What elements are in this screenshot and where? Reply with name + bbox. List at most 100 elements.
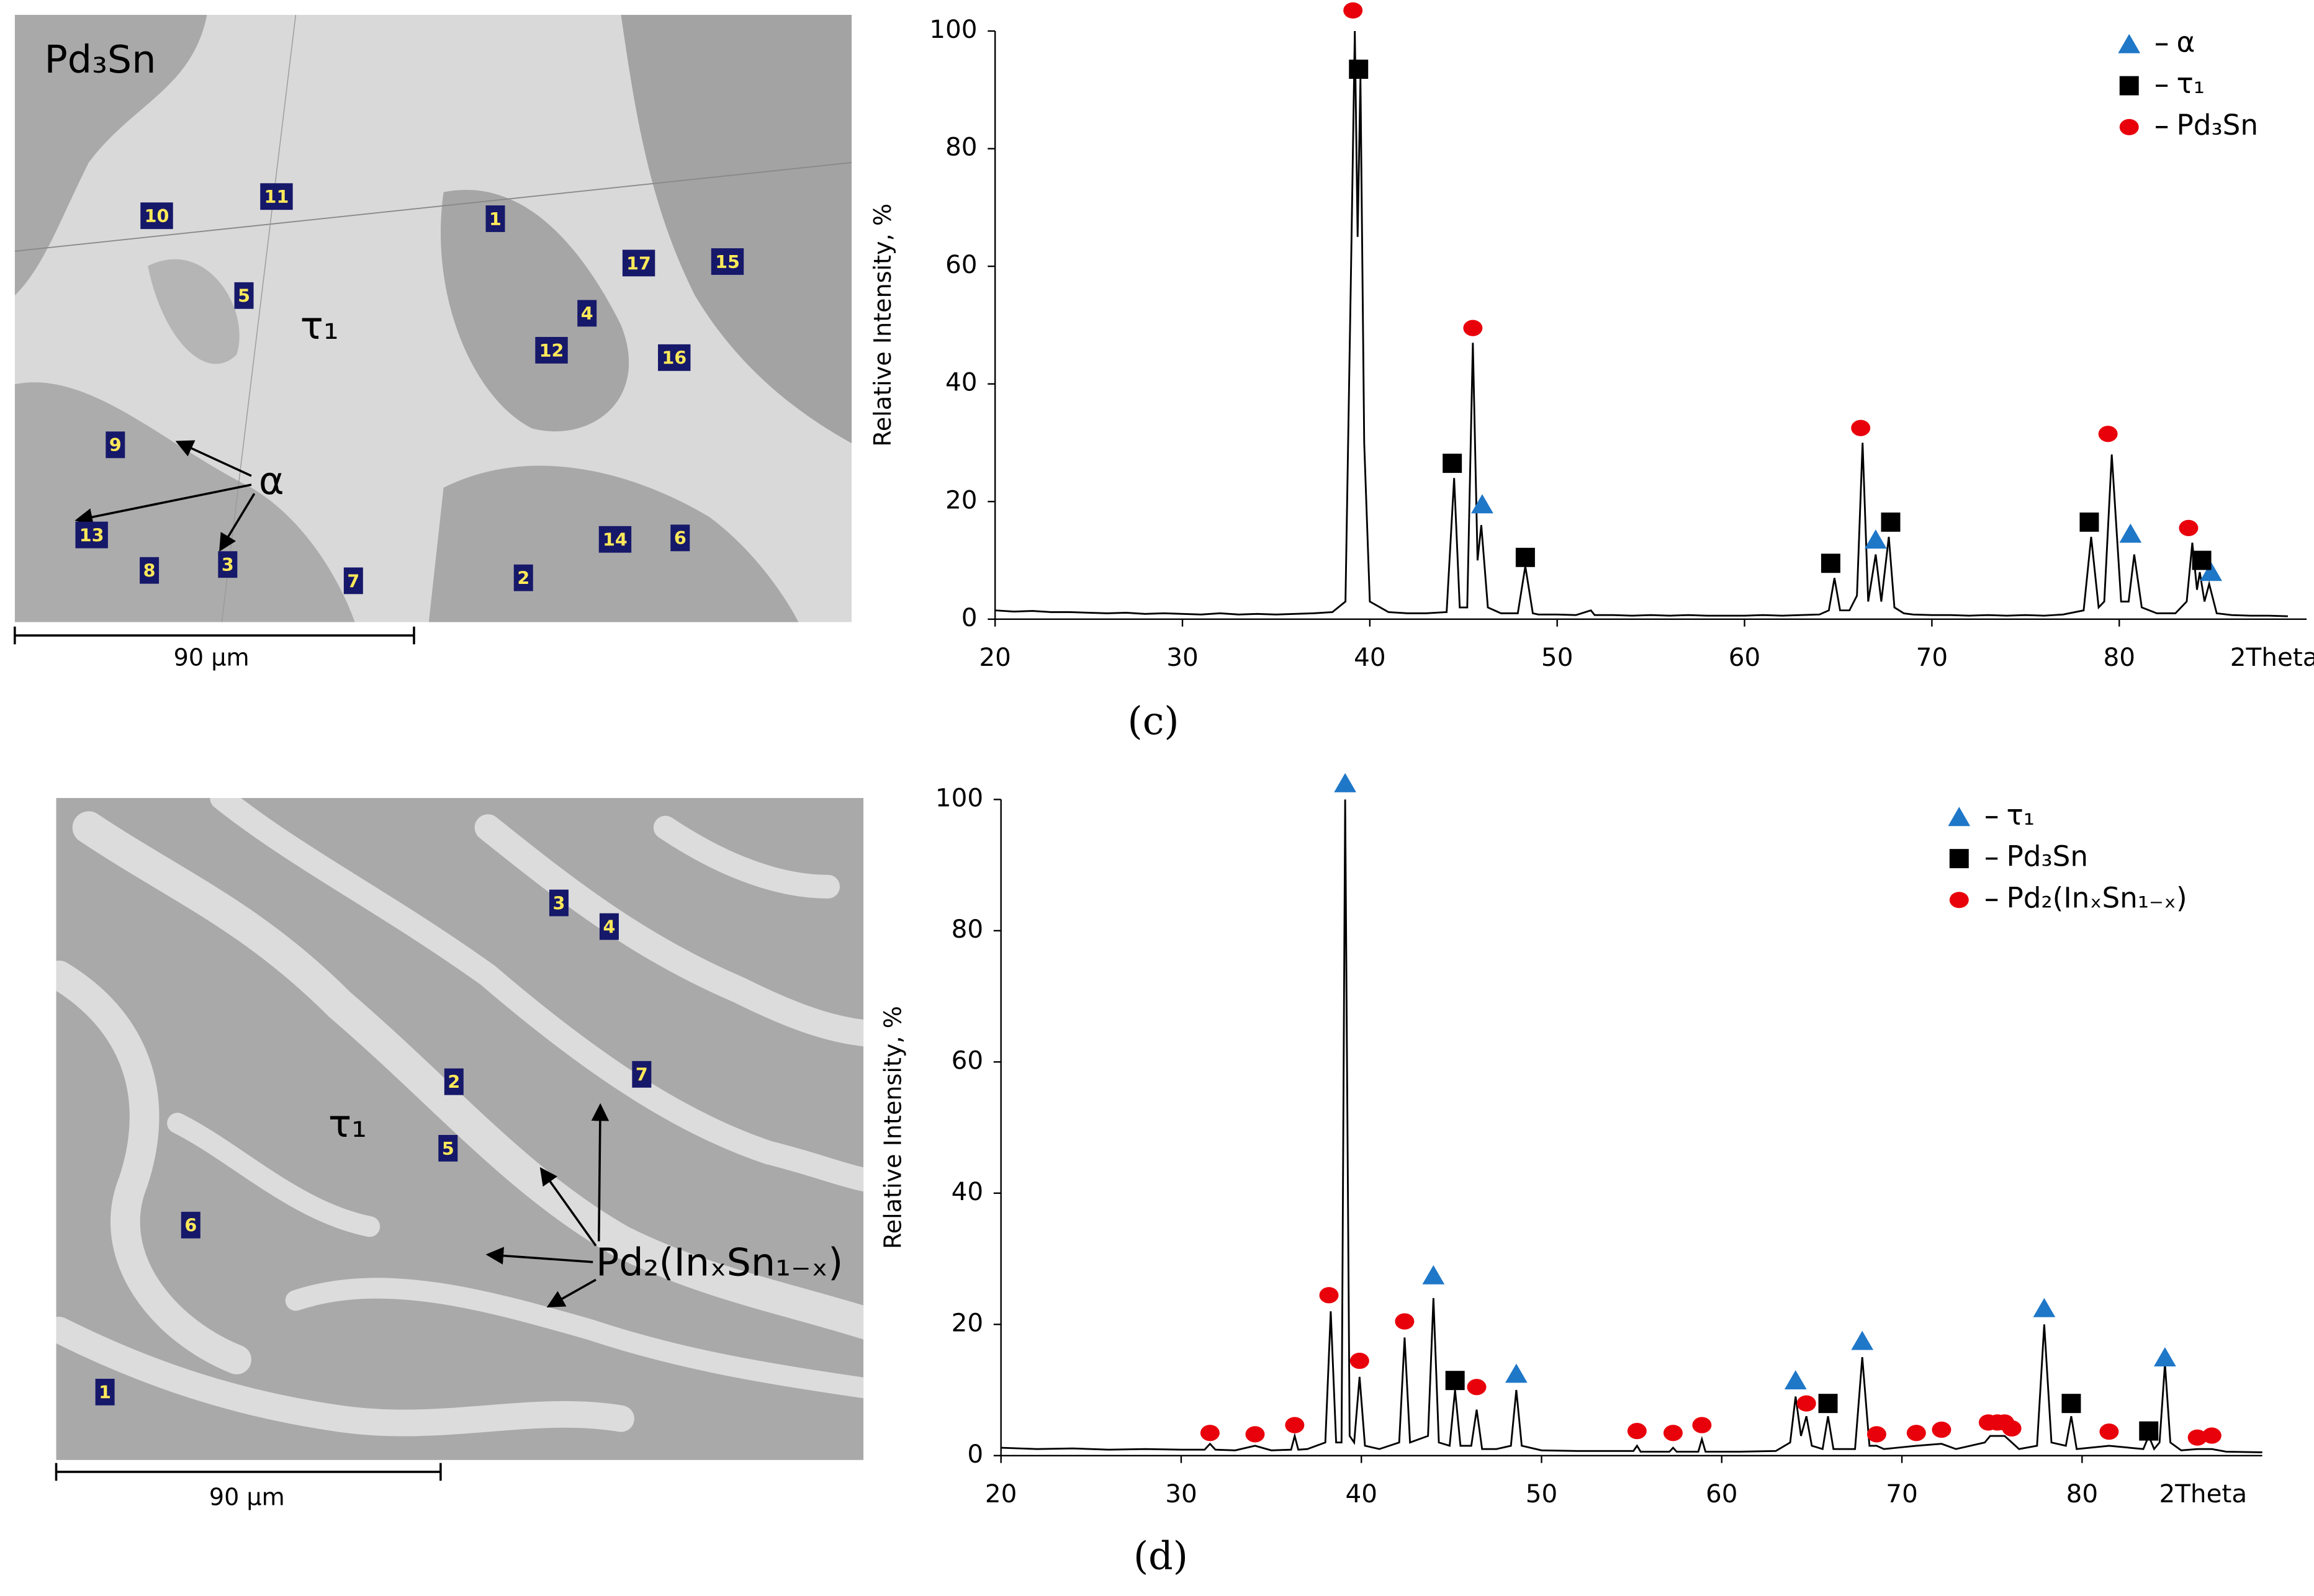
phase-label: τ₁ bbox=[328, 1101, 367, 1146]
square-marker bbox=[2079, 512, 2099, 532]
point-marker bbox=[140, 202, 173, 230]
arrows bbox=[485, 1103, 610, 1307]
triangle-marker bbox=[2200, 562, 2223, 581]
point-marker bbox=[622, 249, 655, 277]
y-tick-label: 80 bbox=[945, 132, 978, 162]
circle-marker bbox=[2099, 1423, 2119, 1440]
point-label: 16 bbox=[662, 347, 687, 369]
square-marker bbox=[1445, 1371, 1465, 1391]
circle-marker bbox=[1395, 1313, 1415, 1330]
point-marker bbox=[658, 344, 691, 371]
circle-marker bbox=[1906, 1425, 1926, 1441]
point-marker bbox=[444, 1068, 464, 1095]
x-tick-label: 50 bbox=[1526, 1479, 1558, 1509]
x-tick-label: 50 bbox=[1541, 642, 1573, 672]
circle-marker bbox=[1796, 1395, 1816, 1412]
point-marker bbox=[711, 248, 744, 275]
phase-label: α bbox=[259, 459, 284, 503]
circle-marker bbox=[1245, 1426, 1265, 1443]
circle-marker bbox=[1467, 1379, 1487, 1396]
point-marker bbox=[513, 564, 533, 591]
triangle-marker bbox=[2119, 523, 2142, 543]
scale-bar-label: 90 µm bbox=[174, 644, 250, 671]
micrograph-d bbox=[56, 798, 864, 1460]
circle-marker bbox=[1349, 1352, 1369, 1370]
xrd-line bbox=[1001, 799, 2262, 1453]
triangle-marker bbox=[2118, 34, 2141, 53]
point-label: 4 bbox=[581, 303, 593, 324]
x-tick-label: 60 bbox=[1706, 1479, 1738, 1509]
legend-label: τ₁ bbox=[2007, 799, 2035, 832]
micrograph-c bbox=[14, 14, 852, 622]
micrograph-label: Pd₃Sn bbox=[44, 37, 156, 82]
y-axis-label: Relative Intensity, % bbox=[869, 204, 896, 447]
x-axis-label: 2Theta bbox=[2230, 642, 2314, 672]
circle-marker bbox=[1285, 1417, 1305, 1433]
triangle-marker bbox=[1422, 1265, 1445, 1284]
x-tick-label: 70 bbox=[1886, 1479, 1918, 1509]
y-tick-label: 40 bbox=[945, 367, 978, 397]
point-marker bbox=[549, 889, 569, 917]
triangle-marker bbox=[1864, 529, 1887, 549]
point-label: 9 bbox=[109, 434, 122, 455]
x-tick-label: 20 bbox=[979, 642, 1011, 672]
point-label: 17 bbox=[626, 253, 651, 274]
triangle-marker bbox=[2154, 1347, 2176, 1366]
point-marker bbox=[535, 336, 568, 364]
circle-marker bbox=[2098, 426, 2118, 442]
x-tick-label: 20 bbox=[985, 1479, 1017, 1509]
phase-label: Pd₂(InₓSn₁₋ₓ) bbox=[596, 1240, 843, 1285]
x-tick-label: 30 bbox=[1165, 1479, 1197, 1509]
point-label: 4 bbox=[603, 917, 615, 938]
circle-marker bbox=[1663, 1425, 1683, 1441]
point-marker bbox=[632, 1060, 652, 1088]
point-label: 6 bbox=[184, 1215, 197, 1236]
point-label: 13 bbox=[79, 524, 104, 545]
point-marker bbox=[140, 557, 160, 584]
arrows bbox=[74, 440, 256, 552]
point-marker bbox=[75, 521, 108, 549]
point-label: 15 bbox=[715, 251, 740, 272]
x-tick-label: 40 bbox=[1345, 1479, 1377, 1509]
square-marker bbox=[2192, 550, 2212, 570]
triangle-marker bbox=[1471, 494, 1493, 514]
circle-marker bbox=[1463, 320, 1483, 336]
x-axis-label: 2Theta bbox=[2159, 1479, 2247, 1509]
circle-marker bbox=[1200, 1425, 1220, 1441]
y-tick-label: 100 bbox=[935, 782, 983, 812]
circle-marker bbox=[1627, 1423, 1647, 1440]
point-marker bbox=[598, 526, 632, 553]
x-tick-label: 70 bbox=[1916, 642, 1948, 672]
square-marker bbox=[1818, 1394, 1838, 1414]
point-label: 7 bbox=[347, 570, 359, 591]
point-marker bbox=[599, 913, 619, 940]
circle-marker bbox=[2202, 1427, 2222, 1444]
point-label: 5 bbox=[442, 1138, 454, 1159]
square-marker bbox=[1881, 512, 1901, 532]
legend-label: Pd₃Sn bbox=[2176, 109, 2258, 141]
y-tick-label: 40 bbox=[952, 1177, 984, 1206]
square-marker bbox=[1515, 547, 1535, 567]
y-axis-label: Relative Intensity, % bbox=[880, 1006, 907, 1249]
x-tick-label: 40 bbox=[1354, 642, 1386, 672]
x-tick-label: 80 bbox=[2103, 642, 2135, 672]
panel-label: (d) bbox=[1133, 1533, 1188, 1578]
point-label: 2 bbox=[448, 1072, 460, 1093]
point-label: 1 bbox=[99, 1382, 111, 1403]
triangle-marker bbox=[2033, 1298, 2056, 1317]
point-marker bbox=[577, 300, 597, 327]
y-tick-label: 60 bbox=[945, 249, 978, 279]
square-marker bbox=[1443, 454, 1462, 473]
circle-marker bbox=[1692, 1417, 1712, 1433]
circle-marker bbox=[1319, 1287, 1339, 1304]
triangle-marker bbox=[1851, 1330, 1874, 1350]
legend-label: τ₁ bbox=[2176, 67, 2204, 100]
square-marker bbox=[1949, 849, 1969, 869]
point-label: 12 bbox=[539, 340, 564, 361]
point-marker bbox=[95, 1378, 115, 1405]
triangle-marker bbox=[1505, 1363, 1528, 1383]
point-marker bbox=[181, 1211, 200, 1239]
triangle-marker bbox=[1334, 773, 1356, 792]
circle-marker bbox=[1932, 1421, 1952, 1438]
